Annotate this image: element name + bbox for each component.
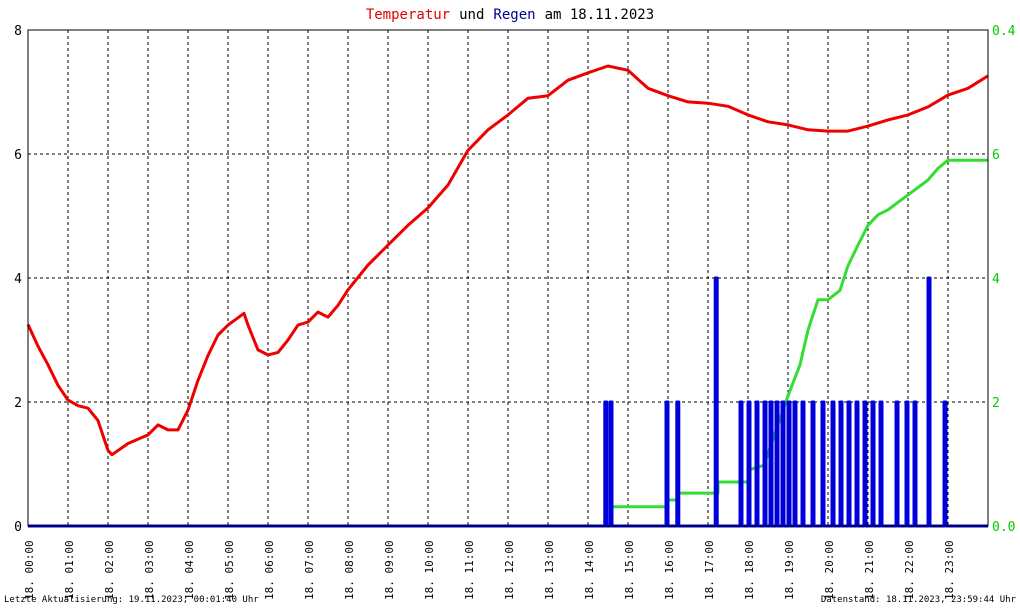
y-tick-label: 0 <box>14 520 22 535</box>
x-tick-label: 18. 18:00 <box>743 540 756 600</box>
x-tick-label: 18. 15:00 <box>623 540 636 600</box>
footer-right: Datenstand: 18.11.2023, 23:59:44 Uhr <box>821 595 1017 605</box>
title-part: Regen <box>493 7 535 23</box>
x-tick-label: 18. 22:00 <box>903 540 916 600</box>
title-part: Temperatur <box>366 7 450 23</box>
series-line <box>26 64 989 457</box>
series-line <box>28 276 988 528</box>
x-tick-label: 18. 07:00 <box>303 540 316 600</box>
x-tick-label: 18. 09:00 <box>383 540 396 600</box>
y-tick-label: 2 <box>14 396 22 411</box>
y2-tick-label: 0.4 <box>992 24 1016 39</box>
x-tick-label: 18. 06:00 <box>263 540 276 600</box>
y2-tick-label: 6 <box>992 148 1000 163</box>
x-tick-label: 18. 10:00 <box>423 540 436 600</box>
y2-tick-label: 2 <box>992 396 1000 411</box>
y2-tick-label: 4 <box>992 272 1000 287</box>
x-tick-label: 18. 05:00 <box>223 540 236 600</box>
x-tick-label: 18. 16:00 <box>663 540 676 600</box>
x-tick-label: 18. 17:00 <box>703 540 716 600</box>
chart-title: Temperatur und Regen am 18.11.2023 <box>366 7 654 23</box>
x-tick-label: 18. 00:00 <box>23 540 36 600</box>
x-tick-label: 18. 23:00 <box>943 540 956 600</box>
x-tick-label: 18. 14:00 <box>583 540 596 600</box>
x-tick-label: 18. 21:00 <box>863 540 876 600</box>
y2-tick-label: 0.0 <box>992 520 1015 535</box>
x-tick-label: 18. 20:00 <box>823 540 836 600</box>
series-line <box>612 158 988 509</box>
x-tick-label: 18. 03:00 <box>143 540 156 600</box>
x-tick-label: 18. 01:00 <box>63 540 76 600</box>
y-tick-label: 4 <box>14 272 22 287</box>
plot-frame <box>27 29 989 527</box>
x-tick-label: 18. 12:00 <box>503 540 516 600</box>
x-tick-label: 18. 02:00 <box>103 540 116 600</box>
footer-left: Letzte Aktualisierung: 19.11.2023, 00:01… <box>4 595 259 605</box>
y-tick-label: 6 <box>14 148 22 163</box>
y-tick-label: 8 <box>14 24 22 39</box>
x-tick-label: 18. 04:00 <box>183 540 196 600</box>
x-tick-label: 18. 11:00 <box>463 540 476 600</box>
x-tick-label: 18. 13:00 <box>543 540 556 600</box>
title-part: und <box>459 7 484 23</box>
title-part: am 18.11.2023 <box>545 7 655 23</box>
x-tick-label: 18. 08:00 <box>343 540 356 600</box>
x-tick-label: 18. 19:00 <box>783 540 796 600</box>
